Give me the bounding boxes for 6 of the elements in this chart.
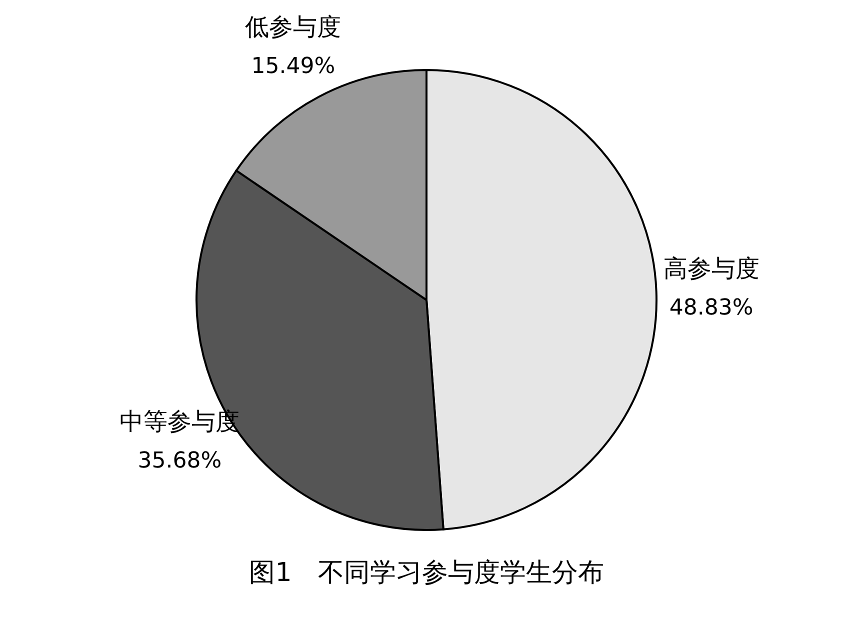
data-label: 15.49% (251, 54, 336, 80)
data-label: 35.68% (138, 448, 222, 474)
data-label: 48.83% (669, 296, 754, 321)
slice-label: 低参与度 (245, 13, 342, 42)
text: 图1 不同学习参与度学生分布 (249, 558, 604, 588)
slice-label: 高参与度 (663, 254, 760, 283)
